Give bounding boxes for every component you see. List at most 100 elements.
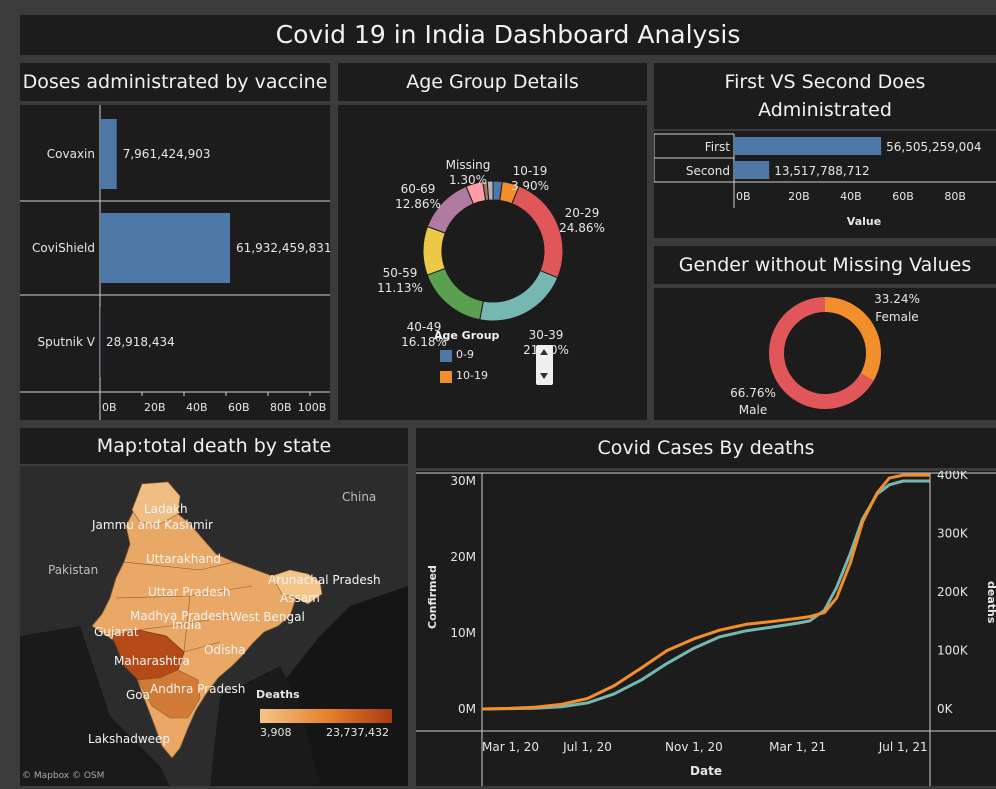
- x-tick-label: Jul 1, 21: [878, 740, 928, 754]
- map-label-pakistan: Pakistan: [48, 563, 99, 577]
- map-label-mp: Madhya Pradesh: [130, 609, 230, 623]
- map-label-lakshadweep: Lakshadweep: [88, 732, 171, 746]
- cases-chart-panel: 0M 10M 20M 30M 0K 100K 200K 300K 400K Mar 1, 20 Ju…: [416, 471, 996, 786]
- y-left-tick-label: 0M: [458, 702, 476, 716]
- vaccine-panel-title: Doses administrated by vaccine: [22, 71, 328, 93]
- slice-value-label: 1.30%: [449, 173, 487, 187]
- x-tick-label: 20B: [788, 190, 810, 203]
- vaccine-bar-chart: Covaxin 7,961,424,903 CoviShield 61,932,459…: [20, 105, 330, 420]
- northeast-states-shape[interactable]: [271, 569, 323, 605]
- x-axis-title: Value: [847, 215, 881, 228]
- y-left-axis-title: Confirmed: [426, 565, 439, 629]
- slice-label: Missing: [446, 158, 491, 172]
- dose-panel-title-line2: Administrated: [758, 99, 892, 121]
- map-label-odisha: Odisha: [204, 643, 246, 657]
- scroll-up-icon[interactable]: [540, 349, 548, 355]
- slice-label: Female: [875, 310, 918, 324]
- category-label: CoviShield: [32, 241, 95, 255]
- donut-slice[interactable]: [479, 269, 559, 322]
- slice-label: 60-69: [401, 182, 436, 196]
- x-tick-label: 0B: [102, 401, 117, 414]
- y-right-tick-label: 0K: [937, 702, 954, 716]
- map-attribution: © Mapbox © OSM: [22, 771, 105, 781]
- category-label: First: [705, 140, 731, 154]
- scroll-down-icon[interactable]: [540, 373, 548, 379]
- map-panel[interactable]: China Ladakh Jammu and Kashmir Uttarakhand P…: [20, 466, 408, 786]
- map-label-maharashtra: Maharashtra: [114, 654, 190, 668]
- y-left-tick-label: 30M: [450, 474, 476, 488]
- age-donut-chart: 10-193.90%20-2924.86%30-3921.50%40-4916.…: [377, 158, 605, 357]
- map-label-wb: West Bengal: [230, 610, 305, 624]
- age-panel-title: Age Group Details: [406, 71, 579, 93]
- legend-scrollbar[interactable]: [536, 345, 553, 385]
- bar[interactable]: [734, 161, 770, 179]
- x-tick-label: Jul 1, 20: [562, 740, 612, 754]
- slice-value-label: 24.86%: [559, 221, 605, 235]
- x-tick-label: 60B: [892, 190, 914, 203]
- dashboard-title-panel: Covid 19 in India Dashboard Analysis: [20, 15, 996, 55]
- legend-label: 10-19: [456, 369, 488, 382]
- slice-label: 30-39: [529, 328, 564, 342]
- sea-shape: [20, 626, 170, 786]
- vaccine-chart-panel: Covaxin 7,961,424,903 CoviShield 61,932,459…: [20, 105, 330, 420]
- cases-title-panel: Covid Cases By deaths: [416, 428, 996, 468]
- x-tick-label: 0B: [736, 190, 751, 203]
- map-label-up: Uttar Pradesh: [148, 585, 231, 599]
- y-left-tick-label: 10M: [450, 626, 476, 640]
- x-tick-label: 20B: [144, 401, 166, 414]
- x-tick-label: 100B: [298, 401, 327, 414]
- map-label-goa: Goa: [126, 688, 150, 702]
- bar[interactable]: [734, 137, 882, 155]
- x-tick-label: Mar 1, 21: [769, 740, 826, 754]
- india-map[interactable]: [20, 466, 408, 786]
- legend-swatch: [440, 371, 452, 383]
- deaths-legend-max: 23,737,432: [326, 726, 389, 739]
- slice-label: 40-49: [407, 320, 442, 334]
- age-title-panel: Age Group Details: [338, 63, 647, 101]
- deaths-legend-gradient: [260, 709, 392, 723]
- slice-label: Male: [739, 403, 767, 417]
- dose-panel-title-line1: First VS Second Does: [724, 71, 926, 93]
- y-right-tick-label: 300K: [937, 527, 969, 541]
- gender-title-panel: Gender without Missing Values: [654, 246, 996, 284]
- donut-slice[interactable]: [825, 297, 881, 381]
- bar-value-label: 13,517,788,712: [774, 164, 869, 178]
- y-right-tick-label: 400K: [937, 471, 969, 482]
- age-legend-title: Age Group: [434, 329, 500, 342]
- gender-donut-chart: 33.24% Female 66.76% Male: [730, 292, 920, 417]
- map-label-uttarakhand: Uttarakhand: [146, 552, 221, 566]
- category-label: Second: [686, 164, 730, 178]
- bar[interactable]: [100, 213, 231, 283]
- donut-slice[interactable]: [422, 225, 446, 276]
- category-label: Sputnik V: [38, 335, 96, 349]
- bar[interactable]: [100, 119, 117, 189]
- map-label-ap: Andhra Pradesh: [150, 682, 246, 696]
- x-tick-label: 60B: [228, 401, 250, 414]
- state-border: [103, 561, 253, 653]
- category-label: Covaxin: [47, 147, 95, 161]
- dose-bar-chart: First 56,505,259,004 Second 13,517,788,712 0…: [654, 133, 996, 228]
- dose-title-panel: First VS Second Does Administrated: [654, 63, 996, 129]
- dose-chart-panel: First 56,505,259,004 Second 13,517,788,712 0…: [654, 131, 996, 238]
- donut-slice[interactable]: [486, 180, 494, 201]
- slice-value-label: 16.18%: [401, 335, 447, 349]
- x-tick-label: 40B: [186, 401, 208, 414]
- sea-shape: [210, 666, 320, 786]
- confirmed-line[interactable]: [481, 479, 930, 711]
- deaths-line[interactable]: [481, 473, 930, 711]
- bar[interactable]: [100, 307, 101, 377]
- x-axis-title: Date: [690, 764, 722, 778]
- slice-label: 20-29: [565, 206, 600, 220]
- southern-states-shape[interactable]: [137, 669, 201, 719]
- map-label-india: India: [172, 618, 202, 632]
- x-tick-label: Nov 1, 20: [665, 740, 723, 754]
- cases-line-chart: 0M 10M 20M 30M 0K 100K 200K 300K 400K Mar 1, 20 Ju…: [416, 471, 996, 786]
- x-tick-label: 80B: [270, 401, 292, 414]
- northern-states-shape[interactable]: [131, 481, 181, 525]
- deaths-legend-min: 3,908: [260, 726, 292, 739]
- map-label-jk: Jammu and Kashmir: [92, 518, 213, 532]
- legend-label: 0-9: [456, 348, 474, 361]
- donut-slice[interactable]: [511, 185, 564, 279]
- donut-slice[interactable]: [426, 267, 484, 321]
- dashboard-title: Covid 19 in India Dashboard Analysis: [275, 20, 741, 49]
